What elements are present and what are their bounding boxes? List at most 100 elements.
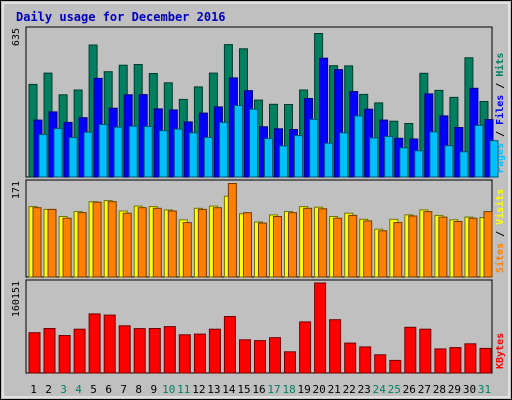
bar-kbytes-day-17: [269, 337, 281, 374]
bar-pages-day-28: [444, 145, 454, 178]
x-tick-label: 18: [282, 383, 295, 396]
series-pages: [38, 105, 499, 178]
bar-sites-day-2: [47, 208, 57, 278]
bar-pages-day-20: [324, 142, 334, 178]
x-tick-label: 28: [433, 383, 446, 396]
bar-sites-day-1: [32, 207, 42, 278]
bar-pages-day-9: [158, 130, 168, 178]
series-label-part: Pages: [495, 143, 506, 173]
bar-pages-day-1: [38, 134, 48, 178]
bar-pages-day-19: [309, 118, 319, 178]
x-tick-label: 2: [45, 383, 52, 396]
bar-pages-day-13: [218, 121, 228, 178]
x-tick-label: 14: [222, 383, 236, 396]
bar-kbytes-day-24: [374, 354, 387, 374]
bar-pages-day-24: [384, 136, 394, 178]
x-tick-label: 30: [463, 383, 476, 396]
bar-sites-day-29: [453, 221, 463, 278]
bar-sites-day-21: [333, 217, 343, 278]
bar-sites-day-25: [393, 222, 403, 278]
bar-sites-day-31: [483, 211, 493, 278]
x-tick-label: 31: [478, 383, 491, 396]
bar-sites-day-15: [243, 212, 252, 278]
x-tick-label: 6: [105, 383, 112, 396]
y-max-label: 635: [11, 28, 22, 46]
bar-pages-day-4: [83, 131, 93, 178]
x-tick-label: 5: [90, 383, 97, 396]
bar-sites-day-28: [438, 216, 448, 278]
bar-sites-day-13: [212, 207, 222, 278]
bar-sites-day-3: [62, 217, 72, 278]
bar-pages-day-8: [143, 126, 153, 178]
bar-pages-day-10: [173, 128, 183, 178]
bar-pages-day-21: [339, 132, 349, 178]
x-tick-label: 10: [162, 383, 175, 396]
bar-pages-day-3: [68, 137, 78, 178]
panel-hits-files-pages: 635 Pages / Files / Hits: [11, 26, 506, 178]
x-tick-label: 12: [192, 383, 205, 396]
series-label: Sites / Visits: [494, 189, 506, 273]
x-tick-label: 1: [30, 383, 37, 396]
bar-pages-day-30: [474, 124, 484, 178]
bar-pages-day-11: [188, 132, 198, 178]
series-files: [33, 57, 494, 178]
bar-pages-day-23: [369, 137, 379, 178]
bar-kbytes-day-16: [254, 340, 266, 374]
x-tick-label: 21: [328, 383, 341, 396]
bar-kbytes-day-14: [223, 316, 236, 374]
bar-kbytes-day-22: [344, 342, 357, 374]
series-label: Pages / Files / Hits: [494, 53, 506, 173]
bar-pages-day-15: [249, 108, 258, 178]
bar-sites-day-24: [378, 230, 388, 278]
x-tick-label: 27: [418, 383, 431, 396]
bar-pages-day-31: [489, 140, 499, 178]
bar-sites-day-27: [423, 211, 433, 278]
x-tick-label: 4: [75, 383, 82, 396]
bar-sites-day-11: [182, 222, 192, 278]
bar-kbytes-day-13: [208, 328, 221, 374]
series-sites: [32, 183, 493, 278]
x-tick-label: 16: [252, 383, 265, 396]
bar-sites-day-14: [227, 183, 237, 278]
series-label-part: Visits: [494, 189, 506, 225]
bar-sites-day-23: [363, 220, 373, 278]
bar-kbytes-day-23: [359, 346, 372, 374]
y-max-label: 160151: [11, 281, 22, 317]
bar-kbytes-day-20: [314, 282, 327, 374]
x-tick-label: 15: [237, 383, 250, 396]
bar-kbytes-day-29: [449, 347, 462, 374]
bar-kbytes-day-25: [389, 359, 402, 374]
series-label: KBytes: [495, 333, 506, 369]
bar-kbytes-day-15: [239, 339, 251, 374]
bar-kbytes-day-10: [163, 326, 176, 374]
bar-kbytes-day-4: [73, 328, 86, 374]
bar-kbytes-day-8: [133, 328, 146, 374]
bar-sites-day-20: [318, 208, 328, 278]
x-tick-label: 13: [207, 383, 220, 396]
bar-kbytes-day-18: [284, 351, 296, 374]
x-tick-label: 26: [403, 383, 416, 396]
bar-sites-day-18: [288, 212, 297, 278]
x-tick-label: 29: [448, 383, 461, 396]
x-tick-label: 11: [177, 383, 190, 396]
bar-kbytes-day-28: [434, 348, 447, 374]
bar-pages-day-2: [53, 128, 63, 178]
bar-pages-day-27: [429, 131, 439, 178]
panel-kbytes: 160151 KBytes: [11, 279, 506, 374]
bar-kbytes-day-11: [178, 334, 191, 374]
bar-sites-day-8: [137, 207, 147, 278]
bar-pages-day-7: [128, 125, 138, 178]
bar-kbytes-day-26: [404, 326, 417, 374]
bar-kbytes-day-1: [28, 332, 41, 374]
x-tick-label: 9: [150, 383, 157, 396]
bar-sites-day-6: [107, 201, 117, 278]
bar-kbytes-day-5: [88, 313, 101, 374]
bar-sites-day-9: [152, 207, 162, 278]
x-tick-label: 25: [388, 383, 401, 396]
bar-pages-day-17: [279, 145, 288, 178]
x-tick-label: 17: [267, 383, 280, 396]
bar-kbytes-day-19: [299, 321, 312, 374]
series-hits: [28, 33, 489, 178]
series-label-part: Sites: [494, 243, 506, 273]
